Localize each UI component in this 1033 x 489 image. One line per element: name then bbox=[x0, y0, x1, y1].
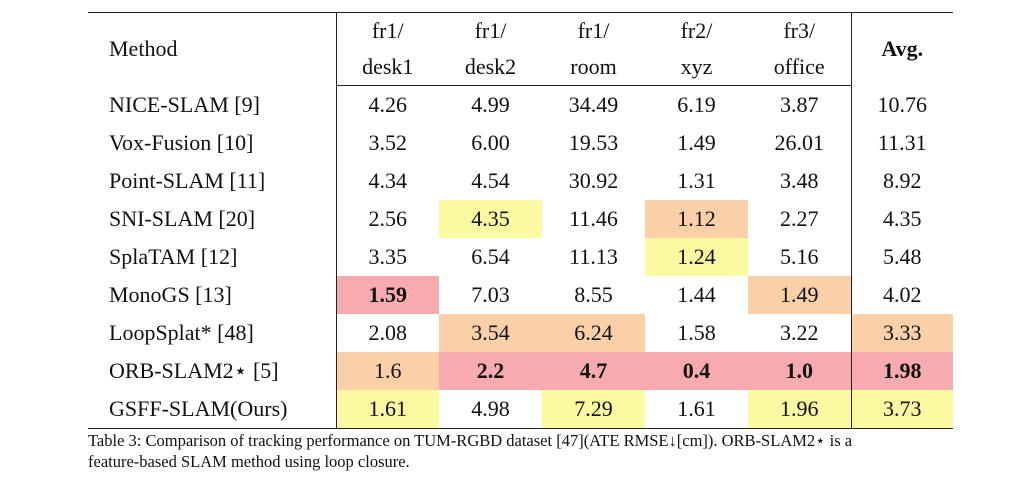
value-cell: 30.92 bbox=[568, 168, 619, 193]
tracking-results-table: Method fr1/ fr1/ fr1/ fr2/ fr3/ Avg. des… bbox=[88, 12, 953, 429]
value-cell: 8.55 bbox=[574, 282, 613, 307]
value-cell: 1.58 bbox=[677, 320, 716, 345]
header-dataset-3-line2: room bbox=[542, 48, 645, 86]
value-cell: 4.26 bbox=[368, 92, 408, 117]
value-cell: 3.48 bbox=[780, 168, 819, 193]
caption-line-2: feature-based SLAM method using loop clo… bbox=[88, 452, 410, 471]
value-cell: 3.35 bbox=[368, 244, 408, 269]
avg-cell: 10.76 bbox=[850, 85, 953, 124]
header-dataset-1-line1: fr1/ bbox=[336, 12, 439, 48]
table-row: ORB-SLAM2⋆ [5] 1.6 2.2 4.7 0.4 1.0 1.98 bbox=[88, 352, 953, 390]
method-name: MonoGS [13] bbox=[88, 276, 337, 314]
header-avg: Avg. bbox=[850, 12, 953, 86]
value-cell: 7.03 bbox=[471, 282, 510, 307]
method-name: SNI-SLAM [20] bbox=[88, 200, 337, 238]
avg-cell-third-best: 3.73 bbox=[850, 390, 953, 429]
method-name: Vox-Fusion [10] bbox=[88, 124, 337, 162]
value-cell: 4.99 bbox=[471, 92, 510, 117]
table-row: NICE-SLAM [9] 4.26 4.99 34.49 6.19 3.87 … bbox=[88, 85, 953, 124]
value-cell-best: 1.59 bbox=[336, 276, 439, 314]
table-row: SNI-SLAM [20] 2.56 4.35 11.46 1.12 2.27 … bbox=[88, 200, 953, 238]
value-cell-third-best: 7.29 bbox=[542, 390, 645, 429]
value-cell-best: 0.4 bbox=[645, 352, 748, 390]
value-cell-third-best: 1.24 bbox=[645, 238, 748, 276]
header-dataset-4-line2: xyz bbox=[645, 48, 748, 86]
table-row: LoopSplat* [48] 2.08 3.54 6.24 1.58 3.22… bbox=[88, 314, 953, 352]
value-cell-best: 2.2 bbox=[439, 352, 542, 390]
header-dataset-3-line1: fr1/ bbox=[542, 12, 645, 48]
header-dataset-1-line2: desk1 bbox=[336, 48, 439, 86]
value-cell-second-best: 6.24 bbox=[542, 314, 645, 352]
avg-cell: 5.48 bbox=[850, 238, 953, 276]
value-cell: 1.49 bbox=[677, 130, 716, 155]
header-dataset-2-line2: desk2 bbox=[439, 48, 542, 86]
value-cell-second-best: 1.49 bbox=[748, 276, 851, 314]
value-cell: 19.53 bbox=[568, 130, 619, 155]
value-cell: 1.61 bbox=[645, 390, 748, 429]
avg-cell-best: 1.98 bbox=[850, 352, 953, 390]
value-cell: 2.27 bbox=[780, 206, 819, 231]
table-row: Vox-Fusion [10] 3.52 6.00 19.53 1.49 26.… bbox=[88, 124, 953, 162]
caption-line-1: Table 3: Comparison of tracking performa… bbox=[88, 431, 853, 450]
table-row: SplaTAM [12] 3.35 6.54 11.13 1.24 5.16 5… bbox=[88, 238, 953, 276]
value-cell-third-best: 1.61 bbox=[336, 390, 439, 429]
value-cell: 6.00 bbox=[471, 130, 510, 155]
value-cell-second-best: 3.54 bbox=[439, 314, 542, 352]
method-name: ORB-SLAM2⋆ [5] bbox=[88, 352, 337, 390]
header-dataset-5-line2: office bbox=[748, 48, 851, 86]
avg-cell: 4.35 bbox=[850, 200, 953, 238]
table-row: Point-SLAM [11] 4.34 4.54 30.92 1.31 3.4… bbox=[88, 162, 953, 200]
avg-cell-second-best: 3.33 bbox=[850, 314, 953, 352]
value-cell: 11.13 bbox=[569, 244, 618, 269]
value-cell: 26.01 bbox=[774, 130, 825, 155]
value-cell: 2.08 bbox=[368, 320, 408, 345]
value-cell: 3.52 bbox=[368, 130, 408, 155]
value-cell: 34.49 bbox=[568, 92, 619, 117]
value-cell: 11.46 bbox=[569, 206, 618, 231]
avg-cell: 4.02 bbox=[850, 276, 953, 314]
value-cell: 1.44 bbox=[677, 282, 716, 307]
avg-cell: 11.31 bbox=[850, 124, 953, 162]
value-cell-best: 4.7 bbox=[542, 352, 645, 390]
method-name: Point-SLAM [11] bbox=[88, 162, 337, 200]
value-cell: 4.34 bbox=[368, 168, 408, 193]
value-cell: 4.98 bbox=[439, 390, 542, 429]
value-cell-third-best: 1.96 bbox=[748, 390, 851, 429]
value-cell-second-best: 1.6 bbox=[336, 352, 439, 390]
method-name: SplaTAM [12] bbox=[88, 238, 337, 276]
table-row: MonoGS [13] 1.59 7.03 8.55 1.44 1.49 4.0… bbox=[88, 276, 953, 314]
value-cell: 3.87 bbox=[780, 92, 819, 117]
header-dataset-4-line1: fr2/ bbox=[645, 12, 748, 48]
value-cell: 3.22 bbox=[780, 320, 819, 345]
method-name: GSFF-SLAM(Ours) bbox=[88, 390, 337, 429]
table-caption: Table 3: Comparison of tracking performa… bbox=[88, 430, 1018, 472]
value-cell: 4.54 bbox=[471, 168, 510, 193]
method-name: NICE-SLAM [9] bbox=[88, 85, 337, 124]
value-cell: 2.56 bbox=[368, 206, 408, 231]
header-dataset-5-line1: fr3/ bbox=[748, 12, 851, 48]
value-cell: 1.31 bbox=[677, 168, 716, 193]
method-name: LoopSplat* [48] bbox=[88, 314, 337, 352]
table-row: GSFF-SLAM(Ours) 1.61 4.98 7.29 1.61 1.96… bbox=[88, 390, 953, 429]
results-table-container: Method fr1/ fr1/ fr1/ fr2/ fr3/ Avg. des… bbox=[88, 12, 953, 429]
value-cell-best: 1.0 bbox=[748, 352, 851, 390]
value-cell-third-best: 4.35 bbox=[439, 200, 542, 238]
header-dataset-2-line1: fr1/ bbox=[439, 12, 542, 48]
value-cell: 5.16 bbox=[780, 244, 819, 269]
value-cell: 6.19 bbox=[677, 92, 716, 117]
value-cell-second-best: 1.12 bbox=[645, 200, 748, 238]
avg-cell: 8.92 bbox=[850, 162, 953, 200]
header-method: Method bbox=[88, 12, 337, 86]
value-cell: 6.54 bbox=[471, 244, 510, 269]
